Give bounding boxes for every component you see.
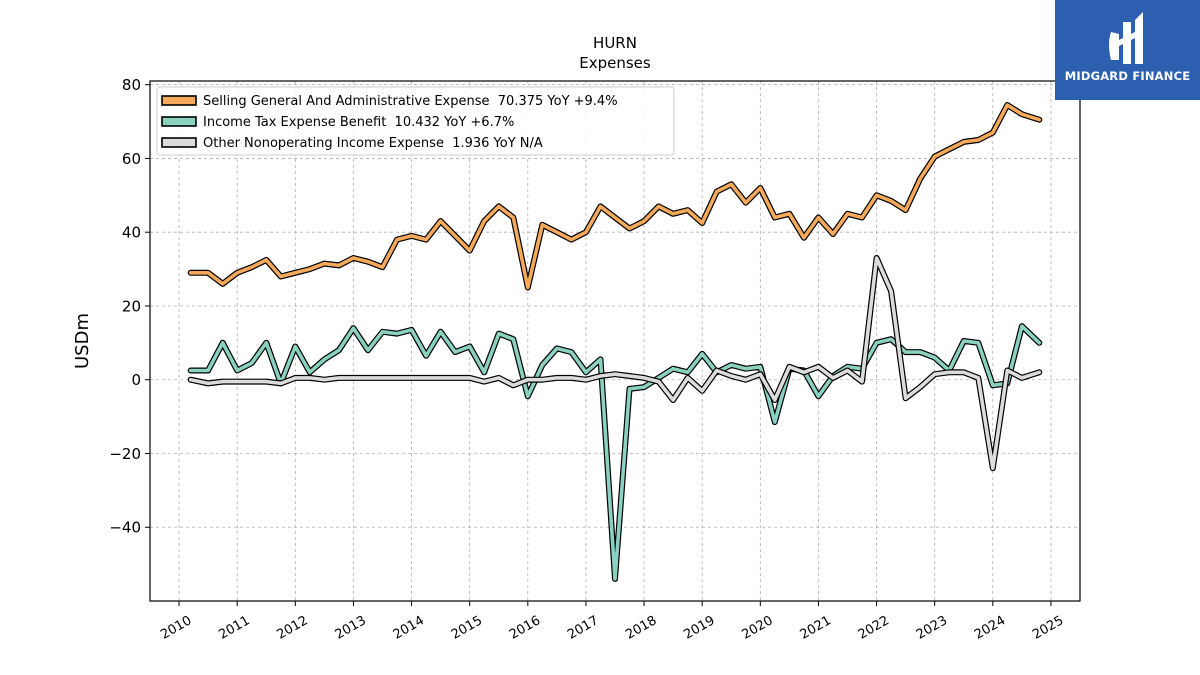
y-tick-label: 40 [122, 224, 141, 242]
legend-swatch [161, 137, 197, 148]
y-tick-label: 80 [122, 76, 141, 94]
legend-label: Selling General And Administrative Expen… [203, 94, 618, 109]
series-1 [187, 102, 1043, 291]
x-tick-label: 2016 [507, 613, 543, 643]
legend-box [156, 86, 675, 156]
y-axis-label: USDm [72, 313, 93, 369]
x-tick-label: 2012 [274, 613, 310, 643]
x-tick-label: 2011 [216, 613, 252, 643]
logo-mark-icon [1109, 12, 1143, 64]
x-tick-label: 2014 [391, 613, 427, 643]
series-layer [187, 102, 1043, 582]
logo-text: MIDGARD FINANCE [1064, 69, 1191, 83]
x-tick-label: 2021 [798, 613, 834, 643]
x-tick-label: 2017 [565, 613, 601, 643]
x-tick-label: 2019 [681, 613, 717, 643]
x-tick-label: 2024 [972, 613, 1008, 643]
x-tick-label: 2022 [856, 613, 892, 643]
legend-swatch [161, 116, 197, 127]
legend-label: Other Nonoperating Income Expense 1.936 … [203, 136, 543, 151]
x-tick-label: 2025 [1030, 613, 1066, 643]
y-tick-label: 20 [122, 297, 141, 315]
x-tick-label: 2020 [739, 613, 775, 643]
x-tick-label: 2013 [333, 613, 369, 643]
chart-subtitle: Expenses [579, 54, 651, 72]
midgard-finance-logo: MIDGARD FINANCE [1055, 0, 1200, 100]
x-tick-label: 2015 [449, 613, 485, 643]
y-tick-label: 60 [122, 150, 141, 168]
legend: Selling General And Administrative Expen… [156, 86, 675, 156]
plot-frame [149, 80, 1081, 602]
x-tick-label: 2023 [914, 613, 950, 643]
chart-title: HURN [593, 34, 637, 52]
x-tick-label: 2018 [623, 613, 659, 643]
series-line [188, 256, 1042, 471]
x-axis-ticks: 2010 2011 2012 2013 2014 2015 2016 2017 2018 2019… [158, 601, 1066, 643]
series-line [188, 103, 1042, 290]
y-tick-label: −20 [109, 445, 141, 463]
gridlines [150, 81, 1080, 601]
legend-swatch [161, 95, 197, 106]
x-tick-label: 2010 [158, 613, 194, 643]
series-3 [187, 255, 1043, 472]
legend-label: Income Tax Expense Benefit 10.432 YoY +6… [203, 115, 514, 130]
series-2 [187, 323, 1043, 582]
y-axis-ticks: 80 60 40 20 0 −20 −40 [109, 76, 150, 537]
y-tick-label: 0 [131, 371, 141, 389]
y-tick-label: −40 [109, 519, 141, 537]
